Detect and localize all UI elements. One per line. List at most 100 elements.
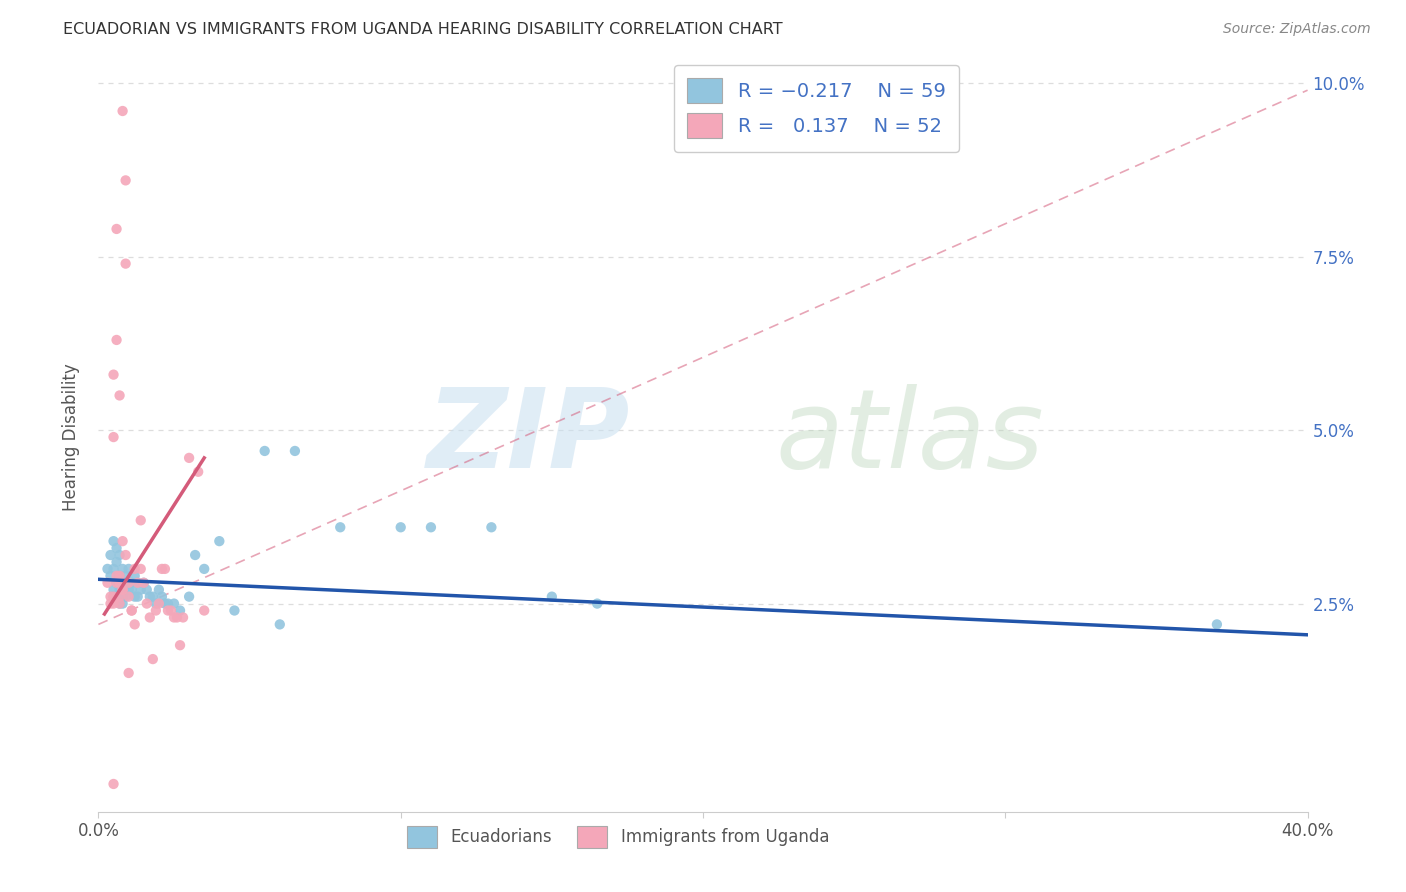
Point bbox=[103, 590, 125, 604]
Point bbox=[540, 590, 562, 604]
Point bbox=[103, 582, 125, 597]
Point bbox=[153, 597, 176, 611]
Point bbox=[114, 575, 136, 590]
Point bbox=[1206, 617, 1229, 632]
Point bbox=[118, 590, 141, 604]
Point bbox=[153, 562, 176, 576]
Point bbox=[114, 173, 136, 187]
Point bbox=[121, 575, 143, 590]
Point bbox=[108, 575, 131, 590]
Point bbox=[114, 569, 136, 583]
Point bbox=[148, 597, 170, 611]
Point bbox=[193, 603, 215, 617]
Point bbox=[103, 534, 125, 549]
Point bbox=[129, 582, 152, 597]
Point bbox=[224, 603, 246, 617]
Point bbox=[105, 575, 128, 590]
Point bbox=[172, 610, 194, 624]
Point bbox=[103, 368, 125, 382]
Point bbox=[284, 444, 307, 458]
Point bbox=[150, 590, 173, 604]
Point bbox=[253, 444, 276, 458]
Point bbox=[108, 569, 131, 583]
Point bbox=[208, 534, 231, 549]
Point bbox=[100, 548, 122, 562]
Point bbox=[127, 575, 149, 590]
Point bbox=[111, 582, 134, 597]
Point bbox=[124, 569, 146, 583]
Point bbox=[129, 562, 152, 576]
Point bbox=[108, 590, 131, 604]
Point bbox=[100, 597, 122, 611]
Point bbox=[108, 575, 131, 590]
Point bbox=[118, 575, 141, 590]
Point bbox=[129, 513, 152, 527]
Point bbox=[121, 582, 143, 597]
Point bbox=[169, 638, 191, 652]
Point bbox=[105, 222, 128, 236]
Point bbox=[142, 590, 165, 604]
Point bbox=[105, 541, 128, 555]
Point bbox=[169, 603, 191, 617]
Point bbox=[114, 548, 136, 562]
Point bbox=[108, 582, 131, 597]
Point bbox=[111, 597, 134, 611]
Point bbox=[105, 569, 128, 583]
Point bbox=[124, 617, 146, 632]
Point bbox=[108, 548, 131, 562]
Point bbox=[105, 575, 128, 590]
Point bbox=[132, 575, 155, 590]
Point bbox=[420, 520, 443, 534]
Point bbox=[114, 257, 136, 271]
Point bbox=[132, 575, 155, 590]
Point bbox=[142, 652, 165, 666]
Point bbox=[108, 575, 131, 590]
Point bbox=[127, 575, 149, 590]
Point bbox=[127, 590, 149, 604]
Point bbox=[166, 610, 188, 624]
Point bbox=[108, 569, 131, 583]
Point bbox=[108, 388, 131, 402]
Point bbox=[179, 450, 201, 465]
Point bbox=[111, 590, 134, 604]
Point bbox=[139, 590, 162, 604]
Point bbox=[108, 597, 131, 611]
Text: atlas: atlas bbox=[776, 384, 1045, 491]
Point bbox=[139, 610, 162, 624]
Point bbox=[108, 597, 131, 611]
Point bbox=[145, 603, 167, 617]
Point bbox=[135, 582, 157, 597]
Point bbox=[96, 562, 118, 576]
Point bbox=[586, 597, 609, 611]
Point bbox=[103, 430, 125, 444]
Point bbox=[118, 575, 141, 590]
Point bbox=[103, 590, 125, 604]
Point bbox=[163, 610, 186, 624]
Legend: Ecuadorians, Immigrants from Uganda: Ecuadorians, Immigrants from Uganda bbox=[399, 818, 838, 855]
Point bbox=[148, 582, 170, 597]
Point bbox=[118, 562, 141, 576]
Point bbox=[124, 590, 146, 604]
Point bbox=[156, 597, 179, 611]
Point bbox=[103, 777, 125, 791]
Point bbox=[105, 555, 128, 569]
Point bbox=[135, 597, 157, 611]
Point bbox=[145, 597, 167, 611]
Point bbox=[111, 562, 134, 576]
Point bbox=[105, 575, 128, 590]
Point bbox=[184, 548, 207, 562]
Point bbox=[105, 333, 128, 347]
Point bbox=[389, 520, 412, 534]
Point bbox=[111, 534, 134, 549]
Point bbox=[111, 575, 134, 590]
Point bbox=[121, 603, 143, 617]
Point bbox=[187, 465, 209, 479]
Text: Source: ZipAtlas.com: Source: ZipAtlas.com bbox=[1223, 22, 1371, 37]
Point bbox=[114, 590, 136, 604]
Point bbox=[163, 597, 186, 611]
Point bbox=[118, 582, 141, 597]
Point bbox=[103, 597, 125, 611]
Point bbox=[100, 569, 122, 583]
Point bbox=[193, 562, 215, 576]
Point bbox=[100, 590, 122, 604]
